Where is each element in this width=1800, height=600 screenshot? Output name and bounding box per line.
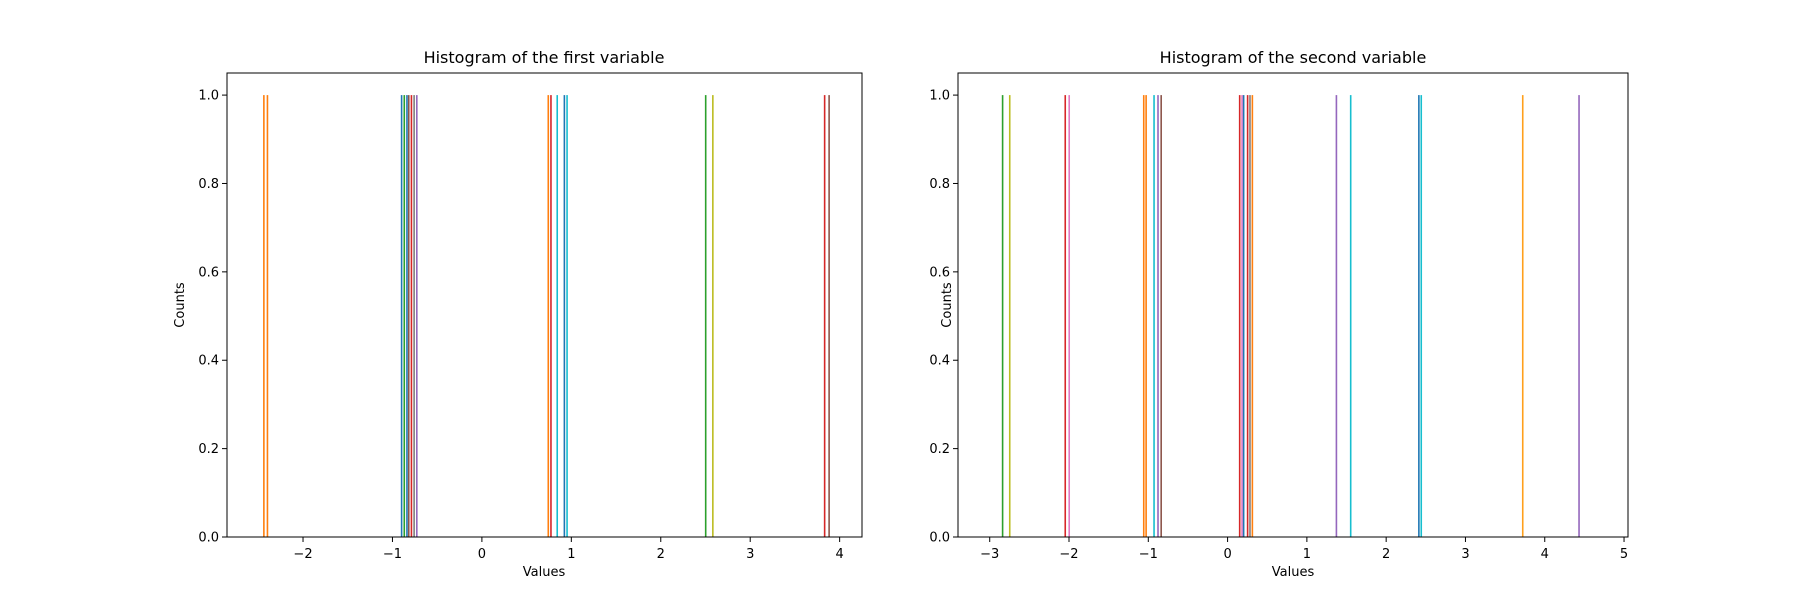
- y-tick-label: 0.6: [929, 265, 950, 280]
- x-axis-label: Values: [1272, 565, 1315, 580]
- histogram-bar: [1153, 95, 1155, 537]
- x-tick-label: 0: [478, 547, 486, 562]
- histogram-bar: [407, 95, 410, 537]
- y-ticks: 0.0 0.2 0.4 0.6 0.8 1.0: [198, 89, 227, 546]
- y-tick-label: 0.0: [198, 531, 219, 546]
- x-axis-label: Values: [523, 565, 566, 580]
- y-tick-label: 0.6: [198, 265, 219, 280]
- histogram-bar: [1157, 95, 1159, 537]
- histogram-bar: [712, 95, 714, 537]
- plot-area: [227, 73, 862, 537]
- histogram-bar: [1142, 95, 1145, 537]
- y-tick-label: 0.4: [198, 354, 219, 369]
- x-tick-label: −2: [293, 547, 312, 562]
- chart-title: Histogram of the first variable: [424, 48, 665, 67]
- histogram-bar: [1001, 95, 1004, 537]
- histogram-bar: [566, 95, 568, 537]
- x-tick-label: 3: [1461, 547, 1469, 562]
- y-axis-label: Counts: [940, 282, 955, 328]
- x-tick-label: 2: [1382, 547, 1390, 562]
- y-tick-label: 1.0: [929, 89, 950, 104]
- x-tick-label: 3: [746, 547, 754, 562]
- y-tick-label: 1.0: [198, 89, 219, 104]
- histogram-bar: [563, 95, 566, 537]
- y-tick-label: 0.0: [929, 531, 950, 546]
- plot-frame: [957, 72, 1629, 538]
- x-tick-label: 0: [1223, 547, 1231, 562]
- bars-group: [263, 95, 830, 537]
- y-tick-label: 0.8: [929, 177, 950, 192]
- x-tick-label: 5: [1620, 547, 1628, 562]
- histogram-bar: [828, 95, 830, 537]
- histogram-bar: [413, 95, 415, 537]
- x-tick-label: 1: [1303, 547, 1311, 562]
- x-tick-label: 2: [657, 547, 665, 562]
- histogram-bar: [1008, 95, 1011, 537]
- x-ticks: −3 −2 −1 0 1 2 3 4 5: [980, 537, 1628, 562]
- histogram-bar: [1246, 95, 1249, 537]
- y-axis-label: Counts: [173, 282, 188, 328]
- histogram-bar: [1418, 95, 1420, 537]
- histogram-bar: [704, 95, 707, 537]
- histogram-bar: [550, 95, 552, 537]
- histogram-bar: [1349, 95, 1352, 537]
- histogram-bar: [1241, 95, 1243, 537]
- histogram-bar: [1145, 95, 1147, 537]
- plot-area: [958, 73, 1628, 537]
- histogram-bar: [1238, 95, 1241, 537]
- x-tick-label: −1: [1139, 547, 1158, 562]
- y-ticks: 0.0 0.2 0.4 0.6 0.8 1.0: [929, 89, 958, 546]
- histogram-bar: [1420, 95, 1423, 537]
- histogram-bar: [823, 95, 826, 537]
- histogram-bar: [403, 95, 406, 537]
- histogram-bar: [1068, 95, 1071, 537]
- histogram-bar: [400, 95, 403, 537]
- histogram-bar: [1521, 95, 1524, 537]
- histogram-panel-second: 0.0 0.2 0.4 0.6 0.8 1.0 −3 −2 −1 0 1 2 3 4 5 Histogra…: [929, 48, 1629, 580]
- x-ticks: −2 −1 0 1 2 3 4: [293, 537, 844, 562]
- histogram-bar: [556, 95, 559, 537]
- x-tick-label: 1: [567, 547, 575, 562]
- histogram-bar: [1242, 95, 1245, 537]
- x-tick-label: −3: [980, 547, 999, 562]
- histogram-bar: [416, 95, 418, 537]
- histogram-bar: [1578, 95, 1580, 537]
- histogram-bar: [1251, 95, 1254, 537]
- histogram-bar: [547, 95, 550, 537]
- histogram-bar: [1160, 95, 1162, 537]
- x-tick-label: −2: [1059, 547, 1078, 562]
- histogram-bar: [263, 95, 265, 537]
- histogram-bar: [1335, 95, 1338, 537]
- histogram-bar: [406, 95, 408, 537]
- histogram-bar: [266, 95, 269, 537]
- histogram-bar: [410, 95, 413, 537]
- x-tick-label: −1: [383, 547, 402, 562]
- x-tick-label: 4: [1541, 547, 1549, 562]
- x-tick-label: 4: [836, 547, 844, 562]
- bars-group: [1001, 95, 1580, 537]
- histogram-bar: [1249, 95, 1251, 537]
- chart-title: Histogram of the second variable: [1160, 48, 1427, 67]
- y-tick-label: 0.2: [198, 442, 219, 457]
- y-tick-label: 0.2: [929, 442, 950, 457]
- y-tick-label: 0.4: [929, 354, 950, 369]
- histogram-panel-first: 0.0 0.2 0.4 0.6 0.8 1.0 −2 −1 0 1 2 3 4 Histogram o…: [173, 48, 863, 580]
- y-tick-label: 0.8: [198, 177, 219, 192]
- histogram-bar: [1064, 95, 1067, 537]
- plot-frame: [226, 72, 863, 538]
